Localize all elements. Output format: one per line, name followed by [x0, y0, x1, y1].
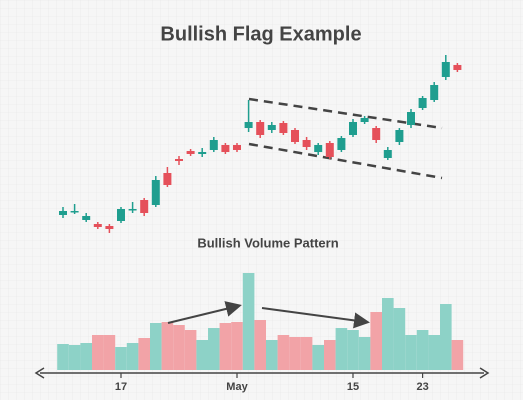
- volume-bar: [440, 304, 452, 370]
- candle-body: [407, 112, 415, 125]
- axis-arrow-left: [34, 367, 45, 379]
- candle-body: [360, 118, 369, 122]
- candle-body: [302, 140, 311, 147]
- candle-body: [221, 145, 230, 152]
- candle-body: [163, 173, 172, 185]
- candle-body: [256, 122, 265, 135]
- axis-arrow-right: [479, 367, 490, 379]
- volume-bar: [242, 273, 255, 370]
- volume-bar: [161, 322, 174, 370]
- candle-body: [314, 145, 323, 152]
- volume-bar: [231, 322, 243, 370]
- volume-bar: [150, 323, 162, 370]
- candle-body: [186, 151, 195, 154]
- candle-body: [430, 85, 439, 100]
- volume-bar: [289, 337, 301, 370]
- x-tick-label: 15: [347, 381, 359, 393]
- volume-bar: [80, 343, 92, 370]
- candle-body: [441, 62, 450, 77]
- flag-lower-line: [248, 142, 443, 180]
- volume-bar: [428, 335, 440, 370]
- volume-bar: [254, 320, 266, 370]
- x-tick-label: 17: [115, 381, 127, 393]
- volume-bar: [196, 340, 208, 370]
- flag-upper-line: [248, 97, 443, 130]
- candle-body: [198, 152, 207, 154]
- volume-bar: [219, 323, 232, 370]
- volume-bar: [393, 308, 406, 370]
- volume-bar: [451, 340, 464, 370]
- candle-body: [279, 123, 288, 133]
- volume-bar: [405, 335, 417, 370]
- candle-body: [140, 200, 149, 213]
- volume-bar: [382, 298, 394, 370]
- volume-bar: [300, 337, 313, 370]
- volume-bar: [277, 335, 290, 370]
- volume-bar: [208, 328, 220, 370]
- candle-body: [209, 140, 218, 150]
- candle-body: [128, 209, 137, 211]
- volume-bar: [370, 312, 382, 370]
- volume-bar: [324, 340, 336, 370]
- candle-body: [105, 226, 114, 229]
- volume-bar: [138, 338, 150, 370]
- volume-arrow: [261, 307, 370, 329]
- candle-body: [349, 122, 357, 135]
- candle-body: [453, 65, 462, 70]
- volume-bar: [173, 325, 185, 370]
- volume-bar: [126, 343, 139, 370]
- volume-bar: [115, 347, 127, 370]
- candle-body: [175, 159, 183, 161]
- x-tick-label: 23: [416, 381, 428, 393]
- candle-body: [244, 122, 253, 128]
- volume-bar: [335, 328, 348, 370]
- candle-body: [93, 224, 102, 227]
- volume-arrow: [167, 301, 242, 324]
- candle-body: [267, 125, 276, 130]
- volume-bar: [103, 335, 116, 370]
- volume-bar: [92, 335, 104, 370]
- candle-body: [325, 143, 334, 157]
- volume-bar: [358, 337, 371, 370]
- candle-body: [383, 150, 392, 158]
- volume-bar: [57, 344, 69, 370]
- candle-body: [337, 138, 346, 150]
- volume-bar: [266, 340, 278, 370]
- chart-title: Bullish Flag Example: [160, 23, 361, 45]
- candle-body: [291, 130, 299, 142]
- candle-body: [151, 180, 160, 205]
- candle-body: [82, 216, 91, 220]
- candle-body: [117, 209, 125, 221]
- candle-body: [59, 211, 67, 215]
- candle-body: [70, 211, 79, 213]
- volume-bar: [68, 345, 81, 370]
- volume-bar: [184, 330, 197, 370]
- candle-body: [372, 128, 381, 140]
- volume-bar: [347, 330, 359, 370]
- candle-body: [233, 145, 241, 150]
- volume-title: Bullish Volume Pattern: [197, 235, 338, 250]
- x-tick-label: May: [226, 381, 248, 393]
- candle-body: [395, 130, 404, 142]
- volume-bar: [312, 345, 324, 370]
- candle-body: [418, 98, 427, 108]
- volume-bar: [416, 330, 429, 370]
